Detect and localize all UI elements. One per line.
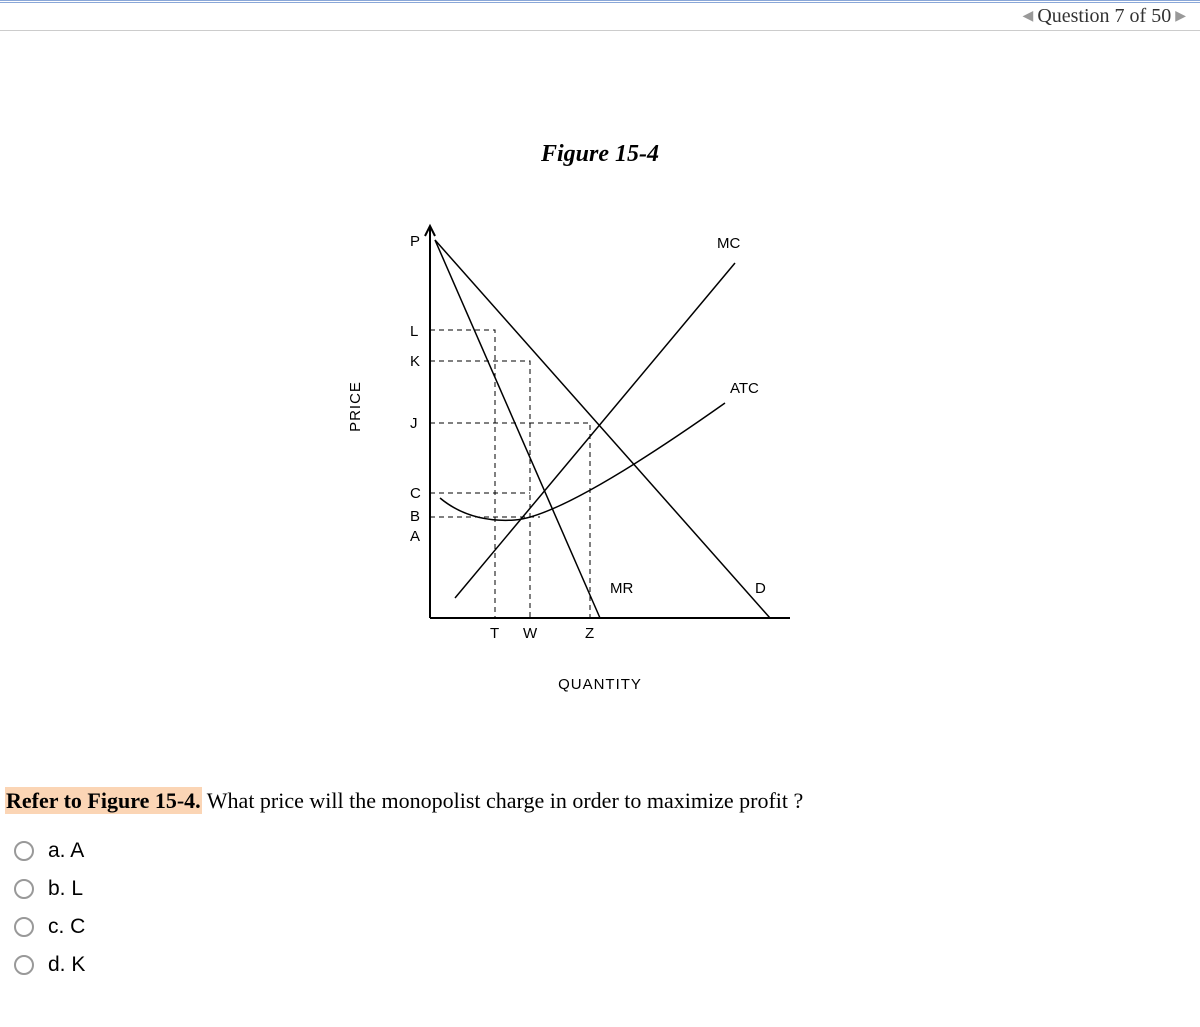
answer-options: a. A b. L c. C d. K — [0, 839, 1200, 977]
tick-t: T — [490, 625, 499, 642]
option-label: b. L — [48, 877, 83, 901]
mc-curve — [455, 263, 735, 598]
tick-z: Z — [585, 625, 594, 642]
chart-svg: P L K J C B A T W Z MC ATC — [340, 218, 860, 658]
option-a[interactable]: a. A — [14, 839, 1200, 863]
atc-curve — [440, 403, 725, 520]
question-counter: Question 7 of 50 — [1037, 5, 1171, 28]
radio-icon[interactable] — [14, 841, 34, 861]
tick-b: B — [410, 508, 420, 525]
option-d[interactable]: d. K — [14, 953, 1200, 977]
radio-icon[interactable] — [14, 917, 34, 937]
option-label: a. A — [48, 839, 84, 863]
label-mc: MC — [717, 235, 740, 252]
tick-c: C — [410, 485, 421, 502]
tick-k: K — [410, 353, 420, 370]
next-arrow-icon[interactable]: ▶ — [1175, 8, 1186, 25]
label-mr: MR — [610, 580, 633, 597]
tick-l: L — [410, 323, 418, 340]
radio-icon[interactable] — [14, 955, 34, 975]
x-tick-labels: T W Z — [490, 625, 594, 642]
figure-container: PRICE — [0, 218, 1200, 688]
option-label: c. C — [48, 915, 85, 939]
guide-lines — [430, 330, 590, 618]
option-c[interactable]: c. C — [14, 915, 1200, 939]
tick-w: W — [523, 625, 538, 642]
question-nav: ◀ Question 7 of 50 ▶ — [0, 3, 1200, 31]
question-body: What price will the monopolist charge in… — [202, 788, 804, 813]
curves — [435, 240, 770, 618]
mr-curve — [435, 240, 600, 618]
y-axis-label: PRICE — [347, 381, 364, 432]
radio-icon[interactable] — [14, 879, 34, 899]
content-area: Figure 15-4 PRICE — [0, 31, 1200, 977]
tick-p: P — [410, 233, 420, 250]
prev-arrow-icon[interactable]: ◀ — [1023, 8, 1034, 25]
question-text: Refer to Figure 15-4. What price will th… — [0, 788, 1200, 814]
option-b[interactable]: b. L — [14, 877, 1200, 901]
option-label: d. K — [48, 953, 85, 977]
figure-title: Figure 15-4 — [0, 141, 1200, 168]
economics-chart: PRICE — [340, 218, 860, 688]
tick-j: J — [410, 415, 418, 432]
curve-labels: MC ATC MR D — [610, 235, 766, 597]
label-d: D — [755, 580, 766, 597]
label-atc: ATC — [730, 380, 759, 397]
tick-a: A — [410, 528, 420, 545]
x-axis-label: QUANTITY — [558, 676, 642, 693]
question-highlight: Refer to Figure 15-4. — [5, 787, 202, 814]
y-tick-labels: P L K J C B A — [410, 233, 421, 545]
